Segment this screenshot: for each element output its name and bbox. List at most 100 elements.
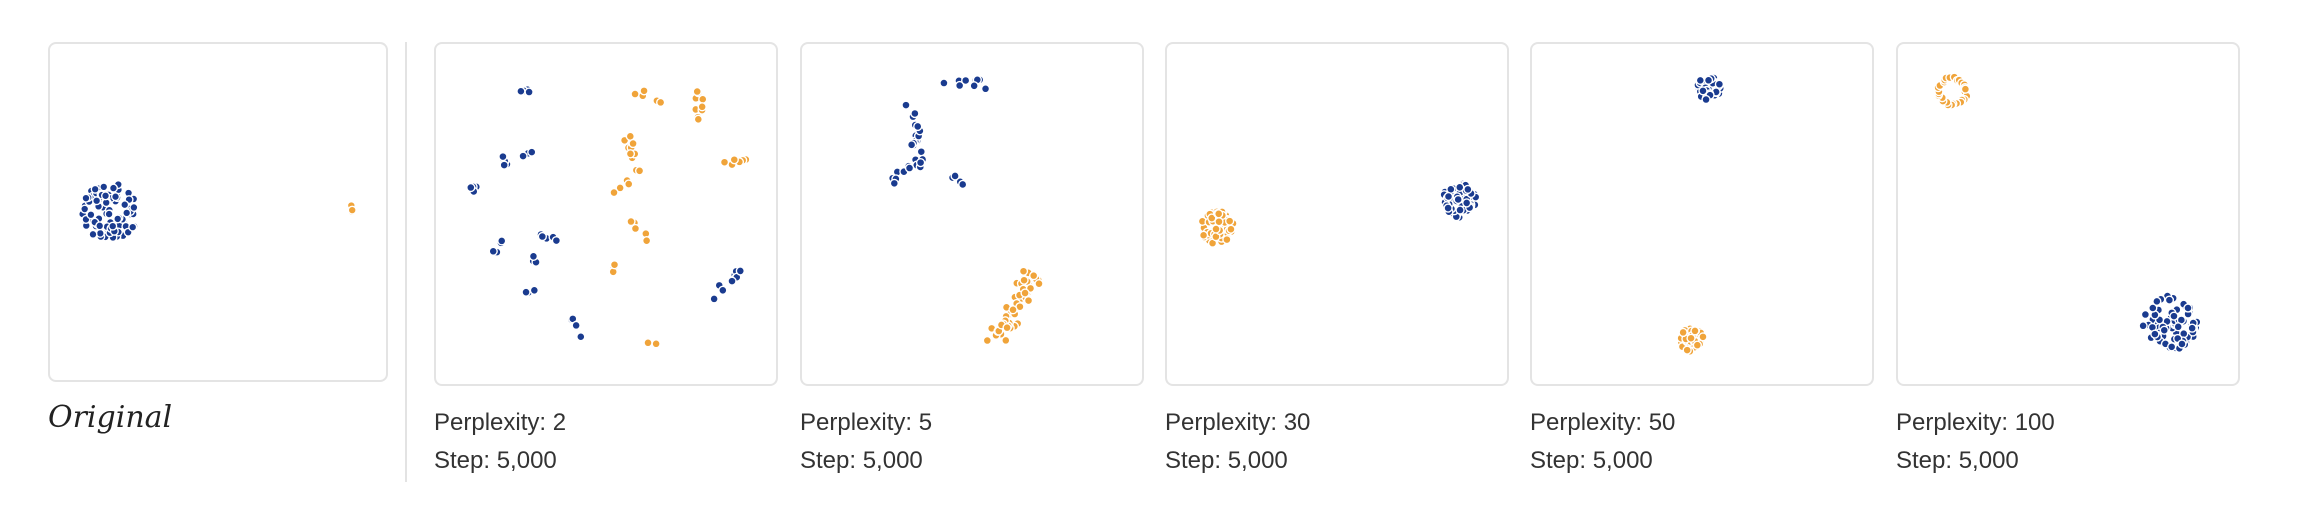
blue-point (2140, 309, 2151, 320)
orange-point (1029, 271, 1039, 281)
scatter-plot-perplexity-2 (466, 85, 751, 349)
step-label: Step: 5,000 (1165, 447, 1288, 474)
blue-point (939, 78, 949, 88)
blue-point (104, 209, 114, 219)
blue-point (551, 235, 562, 246)
blue-point (958, 179, 968, 190)
blue-point (1695, 75, 1705, 86)
orange-point (1214, 209, 1224, 219)
blue-point (120, 200, 130, 210)
orange-point (630, 89, 640, 99)
blue-point (488, 246, 498, 256)
perplexity-label: Perplexity: 50 (1530, 409, 1676, 436)
blue-point (2164, 295, 2175, 305)
orange-point (1018, 266, 1029, 276)
blue-point (498, 151, 508, 162)
blue-point (1443, 191, 1454, 202)
blue-point (1462, 198, 1472, 208)
blue-point (518, 151, 528, 161)
blue-point (110, 192, 121, 202)
blue-point (2148, 303, 2158, 313)
blue-point (95, 228, 105, 238)
blue-point (128, 222, 138, 232)
blue-point (99, 182, 109, 192)
orange-point (609, 187, 619, 198)
blue-point (537, 231, 547, 242)
blue-point (2138, 321, 2148, 331)
blue-point (727, 276, 737, 286)
scatter-plot-original (78, 179, 357, 243)
orange-point (630, 223, 641, 234)
plot-panel-perplexity-30 (1165, 42, 1509, 386)
blue-point (916, 147, 926, 157)
orange-point (639, 86, 649, 96)
blue-point (122, 208, 132, 218)
original-label: Original (48, 400, 173, 435)
step-label: Step: 5,000 (434, 447, 557, 474)
blue-point (889, 178, 899, 189)
blue-point (1463, 184, 1473, 195)
blue-point (955, 80, 965, 91)
orange-point (1690, 326, 1700, 336)
orange-point (624, 179, 634, 189)
orange-point (1019, 275, 1029, 285)
perplexity-label: Perplexity: 100 (1896, 409, 2055, 436)
orange-point (1692, 340, 1703, 350)
scatter-plot-perplexity-5 (887, 75, 1045, 346)
plot-panel-perplexity-100 (1896, 42, 2240, 386)
orange-point (626, 216, 636, 227)
blue-point (129, 202, 139, 213)
blue-point (571, 320, 581, 331)
orange-point (1023, 295, 1034, 306)
blue-point (2152, 296, 2162, 307)
orange-point (1222, 234, 1232, 245)
orange-point (1686, 333, 1696, 343)
blue-point (961, 75, 971, 86)
orange-point (347, 205, 357, 215)
blue-point (1714, 79, 1725, 89)
blue-point (906, 140, 917, 150)
blue-point (466, 182, 476, 193)
blue-point (1703, 75, 1714, 85)
orange-point (692, 86, 702, 97)
blue-point (90, 184, 100, 194)
scatter-plot-perplexity-30 (1197, 179, 1481, 248)
scatter-plot-perplexity-100 (1933, 72, 2202, 353)
blue-point (576, 332, 586, 342)
blue-point (1698, 86, 1708, 96)
blue-point (910, 108, 920, 119)
blue-point (915, 157, 926, 168)
blue-point (2150, 329, 2160, 339)
blue-point (95, 221, 105, 231)
orange-point (1225, 216, 1235, 226)
blue-point (2173, 322, 2183, 332)
blue-point (718, 285, 728, 295)
blue-point (1701, 94, 1711, 105)
orange-point (1008, 305, 1018, 315)
orange-point (615, 183, 625, 193)
blue-point (901, 100, 911, 110)
orange-point (1020, 288, 1030, 298)
panel-divider (405, 42, 407, 482)
plot-panel-perplexity-50 (1530, 42, 1874, 386)
orange-point (643, 338, 653, 348)
orange-point (1698, 332, 1708, 342)
orange-point (982, 335, 992, 346)
blue-point (86, 210, 96, 220)
orange-point (719, 157, 730, 167)
blue-point (499, 160, 509, 170)
blue-point (81, 193, 91, 203)
orange-point (625, 149, 636, 159)
blue-point (913, 121, 923, 132)
orange-point (641, 236, 652, 246)
orange-point (1678, 327, 1688, 338)
blue-point (113, 214, 123, 224)
blue-point (527, 147, 537, 157)
orange-point (609, 260, 620, 270)
step-label: Step: 5,000 (1530, 447, 1653, 474)
orange-point (1682, 345, 1692, 355)
plot-panel-perplexity-2 (434, 42, 778, 386)
perplexity-label: Perplexity: 2 (434, 409, 567, 436)
blue-point (80, 204, 90, 214)
orange-point (1211, 224, 1221, 234)
